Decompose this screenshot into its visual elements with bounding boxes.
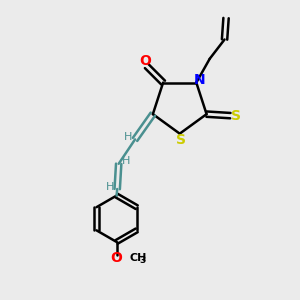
Text: O: O [110,251,122,265]
Text: S: S [231,109,241,123]
Text: S: S [176,133,186,147]
Text: N: N [194,73,206,87]
Text: H: H [122,156,130,167]
Text: CH: CH [129,253,146,263]
Text: 3: 3 [140,256,146,265]
Text: H: H [123,132,132,142]
Text: O: O [140,54,151,68]
Text: H: H [106,182,114,192]
